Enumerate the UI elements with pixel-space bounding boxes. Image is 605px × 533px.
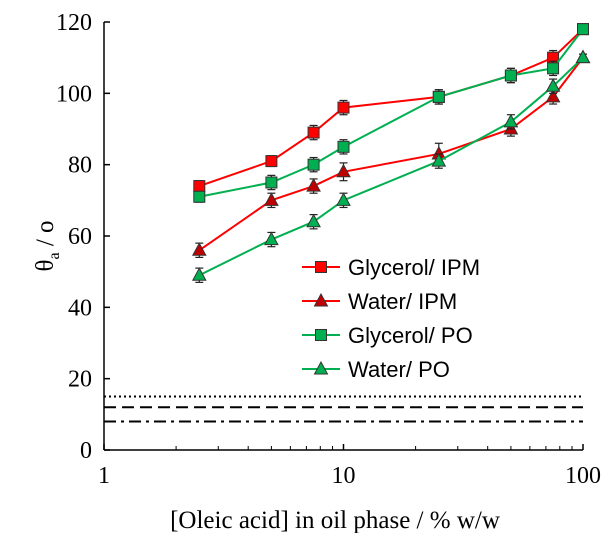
legend-item-0: Glycerol/ IPM	[302, 255, 480, 280]
reference-lines	[104, 395, 583, 423]
data-point	[337, 101, 350, 114]
data-point	[336, 192, 351, 206]
data-point	[193, 190, 206, 203]
series-2	[193, 23, 589, 203]
data-point	[265, 155, 278, 168]
legend-label: Water/ IPM	[348, 289, 457, 314]
y-axis-title-main: θ	[32, 260, 59, 272]
axes	[103, 21, 584, 451]
series-line	[198, 28, 584, 188]
data-point	[503, 113, 519, 128]
y-tick-label: 20	[68, 367, 92, 393]
data-point	[577, 23, 589, 36]
y-tick-label: 0	[80, 438, 92, 464]
data-point	[432, 90, 445, 103]
legend-marker	[313, 292, 329, 307]
data-point	[336, 163, 351, 178]
y-axis-title-sub: a	[46, 252, 63, 259]
legend: Glycerol/ IPM Water/ IPM Glycerol/ PO Water…	[302, 255, 480, 382]
svg-text:θa / o: θa / o	[32, 220, 63, 271]
data-point	[191, 267, 207, 281]
y-axis-title: θa / o	[32, 220, 63, 271]
y-tick-label: 100	[56, 81, 92, 107]
data-point	[545, 88, 561, 103]
series-3	[191, 49, 591, 283]
legend-marker	[315, 329, 327, 341]
legend-item-2: Glycerol/ PO	[302, 323, 473, 348]
series-layer	[191, 23, 591, 283]
data-point	[264, 231, 279, 246]
x-tick-label: 1	[98, 463, 110, 489]
series-line	[199, 28, 584, 198]
data-point	[264, 192, 279, 206]
data-point	[547, 62, 560, 75]
y-tick-label: 80	[68, 153, 92, 179]
x-tick-label: 100	[565, 463, 601, 489]
x-tick-label: 10	[332, 463, 356, 489]
legend-item-1: Water/ IPM	[302, 289, 457, 314]
data-point	[191, 242, 207, 256]
data-point	[306, 213, 321, 228]
data-point	[307, 158, 320, 171]
data-point	[193, 180, 206, 193]
data-point	[306, 178, 321, 192]
legend-marker	[315, 261, 327, 273]
legend-item-3: Water/ PO	[302, 357, 450, 382]
y-tick-label: 40	[68, 295, 92, 321]
y-tick-label: 60	[68, 224, 92, 250]
y-axis-title-rest: / o	[32, 220, 59, 252]
data-point	[431, 153, 447, 167]
legend-label: Glycerol/ IPM	[348, 255, 480, 280]
legend-label: Glycerol/ PO	[348, 323, 473, 348]
data-point	[307, 126, 320, 139]
series-line	[198, 56, 584, 277]
data-point	[575, 49, 591, 64]
y-tick-label: 120	[56, 10, 92, 36]
legend-marker	[313, 360, 329, 375]
data-point	[545, 78, 561, 92]
data-point	[265, 176, 278, 189]
data-point	[504, 69, 517, 82]
data-point	[337, 140, 350, 153]
x-axis-title: [Oleic acid] in oil phase / % w/w	[170, 507, 500, 533]
legend-label: Water/ PO	[348, 357, 450, 382]
